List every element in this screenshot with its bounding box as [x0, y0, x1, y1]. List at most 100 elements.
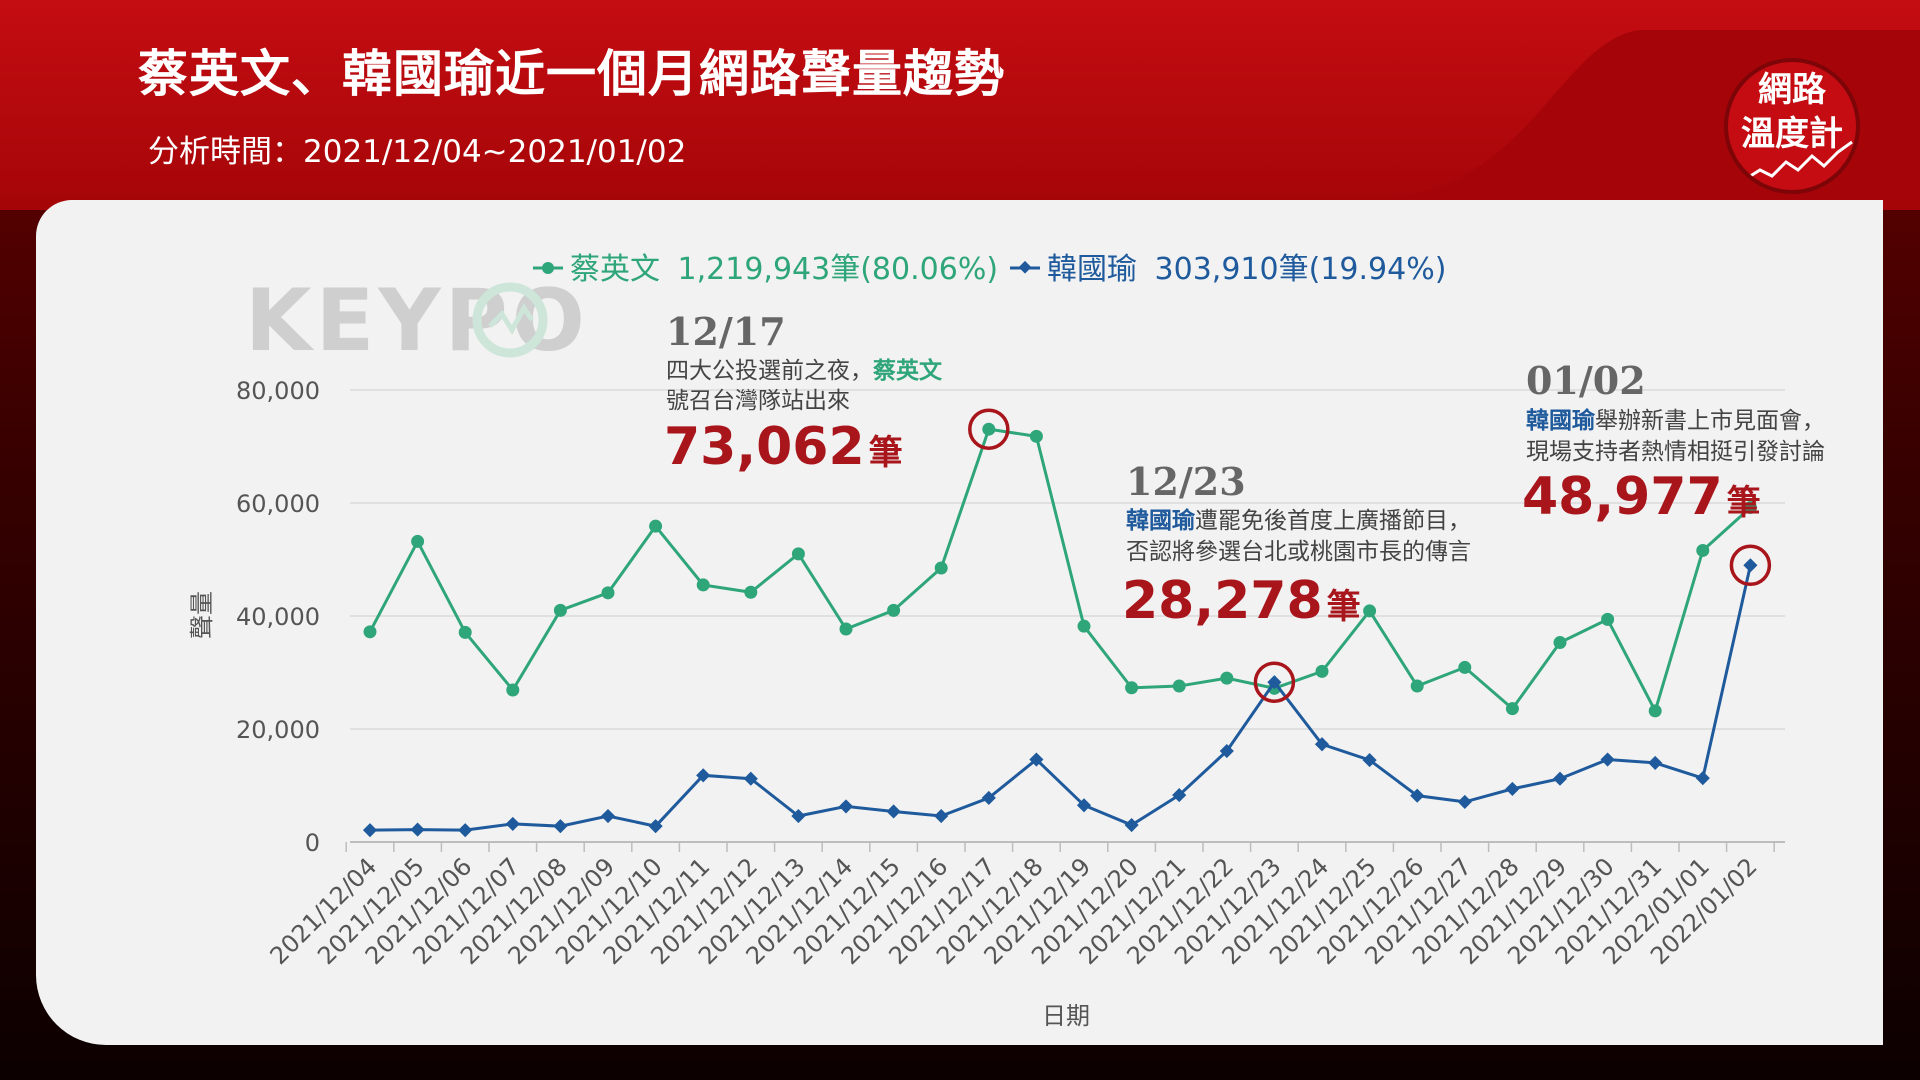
point-tsai — [1696, 543, 1710, 557]
point-tsai — [982, 422, 996, 436]
legend-item-han: 韓國瑜 303,910筆(19.94%) — [1010, 252, 1446, 287]
annotation-0102-date: 01/02 — [1526, 358, 1646, 403]
svg-text:韓國瑜遭罷免後首度上廣播節目，: 韓國瑜遭罷免後首度上廣播節目， — [1126, 507, 1471, 534]
point-tsai — [1125, 681, 1139, 695]
grid-lines — [350, 389, 1785, 843]
point-tsai — [1172, 679, 1186, 693]
y-tick-label: 60,000 — [236, 490, 320, 518]
y-tick-label: 40,000 — [236, 603, 320, 631]
annotation-0102: 01/02 韓國瑜舉辦新書上市見面會， 現場支持者熱情相挺引發討論 48,977… — [1522, 358, 1825, 527]
point-han — [553, 819, 568, 834]
annotation-0102-unit: 筆 — [1727, 483, 1761, 523]
annotation-1217: 12/17 四大公投選前之夜，蔡英文 號召台灣隊站出來 73,062 筆 — [664, 309, 943, 477]
annotation-1217-name: 蔡英文 — [872, 357, 943, 384]
annotation-0102-name: 韓國瑜 — [1526, 407, 1596, 434]
point-han — [648, 819, 663, 834]
annotation-1223-date: 12/23 — [1126, 459, 1246, 504]
point-tsai — [1601, 612, 1615, 626]
annotation-1223-text-post: 遭罷免後首度上廣播節目， — [1195, 508, 1471, 534]
keypo-o-icon — [472, 282, 548, 358]
point-han — [791, 808, 806, 824]
annotation-1223: 12/23 韓國瑜遭罷免後首度上廣播節目， 否認將參選台北或桃園市長的傳言 28… — [1122, 459, 1471, 631]
series-line-han — [369, 564, 1752, 832]
x-axis-label: 日期 — [1042, 1002, 1090, 1030]
annotation-1217-unit: 筆 — [869, 433, 903, 473]
point-han — [505, 816, 520, 831]
point-han — [1362, 753, 1377, 768]
point-tsai — [411, 534, 425, 548]
point-tsai — [1505, 702, 1519, 716]
annotation-1217-date: 12/17 — [666, 309, 786, 354]
legend-han-detail: 303,910筆(19.94%) — [1155, 252, 1447, 287]
svg-text:韓國瑜 303,910筆(19.94%): 韓國瑜 303,910筆(19.94%) — [1047, 252, 1446, 287]
legend: 蔡英文 1,219,943筆(80.06%) 韓國瑜 303,910筆(19.9… — [533, 252, 1446, 287]
point-han — [1648, 755, 1663, 770]
point-tsai — [1029, 429, 1043, 443]
highlight-circles — [968, 408, 1772, 703]
point-tsai — [1077, 619, 1091, 633]
svg-text:韓國瑜舉辦新書上市見面會，: 韓國瑜舉辦新書上市見面會， — [1526, 407, 1825, 434]
point-tsai — [506, 683, 520, 697]
point-han — [1457, 794, 1472, 809]
point-han — [1267, 675, 1282, 690]
series-line-tsai — [368, 427, 1752, 715]
point-han — [886, 804, 901, 819]
series-layer — [362, 422, 1758, 838]
point-tsai — [887, 603, 901, 617]
keypo-watermark: KEYPO — [245, 271, 589, 371]
point-tsai — [1363, 604, 1377, 618]
annotation-1217-text-pre: 四大公投選前之夜， — [666, 358, 873, 384]
highlight-circle — [1729, 544, 1772, 587]
point-han — [1552, 771, 1568, 786]
point-han — [743, 771, 758, 786]
highlight-circle — [968, 408, 1010, 450]
x-axis-ticks: 2021/12/042021/12/052021/12/062021/12/07… — [265, 842, 1775, 970]
point-han — [1600, 752, 1615, 767]
annotation-1223-value: 28,278 — [1122, 571, 1323, 631]
annotation-0102-text-post: 舉辦新書上市見面會， — [1595, 408, 1825, 434]
page-title: 蔡英文、韓國瑜近一個月網路聲量趨勢 — [138, 45, 1005, 103]
point-han — [1743, 558, 1758, 573]
point-han — [696, 768, 711, 783]
point-tsai — [1315, 664, 1329, 678]
annotation-1217-value: 73,062 — [664, 417, 865, 477]
point-han — [1219, 743, 1234, 759]
logo-line2: 溫度計 — [1741, 114, 1843, 154]
y-axis-label: 聲量 — [188, 591, 216, 639]
legend-tsai-name: 蔡英文 — [570, 252, 660, 287]
point-han — [934, 808, 949, 824]
point-han — [1695, 771, 1710, 786]
legend-tsai-detail: 1,219,943筆(80.06%) — [678, 252, 998, 287]
point-tsai — [1220, 671, 1234, 685]
annotation-1223-line2: 否認將參選台北或桃園市長的傳言 — [1126, 539, 1471, 565]
svg-text:四大公投選前之夜，蔡英文: 四大公投選前之夜，蔡英文 — [666, 357, 943, 384]
point-tsai — [363, 625, 377, 639]
annotation-1223-name: 韓國瑜 — [1126, 507, 1196, 534]
point-tsai — [934, 561, 948, 575]
brand-logo: 網路 溫度計 — [1724, 58, 1860, 194]
y-axis-ticks: 0 20,000 40,000 60,000 80,000 — [236, 377, 320, 857]
legend-han-name: 韓國瑜 — [1047, 252, 1137, 287]
analysis-period: 分析時間：2021/12/04~2021/01/02 — [148, 134, 687, 170]
point-han — [1410, 788, 1425, 803]
highlight-circle — [1253, 661, 1296, 703]
point-tsai — [744, 585, 758, 599]
annotation-1223-unit: 筆 — [1327, 587, 1361, 627]
point-tsai — [1553, 636, 1567, 650]
y-tick-label: 20,000 — [236, 716, 320, 744]
point-tsai — [553, 603, 567, 617]
point-han — [1172, 788, 1187, 803]
point-han — [1029, 752, 1044, 767]
point-han — [1314, 737, 1330, 752]
point-han — [981, 790, 996, 806]
annotation-0102-line2: 現場支持者熱情相挺引發討論 — [1526, 439, 1825, 465]
point-tsai — [1648, 704, 1662, 718]
annotation-0102-value: 48,977 — [1522, 467, 1723, 527]
logo-wave-icon — [1743, 140, 1853, 182]
point-han — [1124, 817, 1139, 833]
point-han — [838, 799, 854, 814]
point-tsai — [601, 586, 615, 600]
